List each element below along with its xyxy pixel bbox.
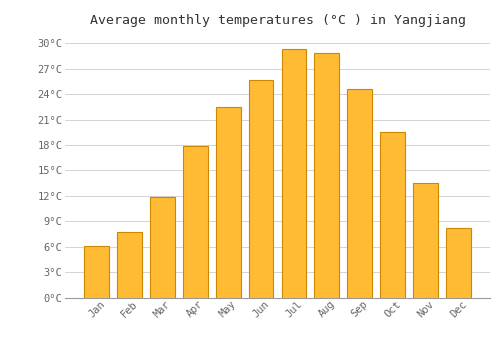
Bar bbox=[348, 89, 372, 298]
Bar bbox=[216, 107, 240, 298]
Bar bbox=[413, 183, 438, 298]
Bar bbox=[117, 232, 142, 298]
Bar bbox=[84, 246, 109, 298]
Bar bbox=[282, 49, 306, 298]
Bar bbox=[183, 146, 208, 298]
Title: Average monthly temperatures (°C ) in Yangjiang: Average monthly temperatures (°C ) in Ya… bbox=[90, 14, 466, 27]
Bar bbox=[150, 197, 174, 298]
Bar bbox=[446, 228, 470, 298]
Bar bbox=[380, 132, 405, 298]
Bar bbox=[248, 80, 274, 298]
Bar bbox=[314, 53, 339, 298]
